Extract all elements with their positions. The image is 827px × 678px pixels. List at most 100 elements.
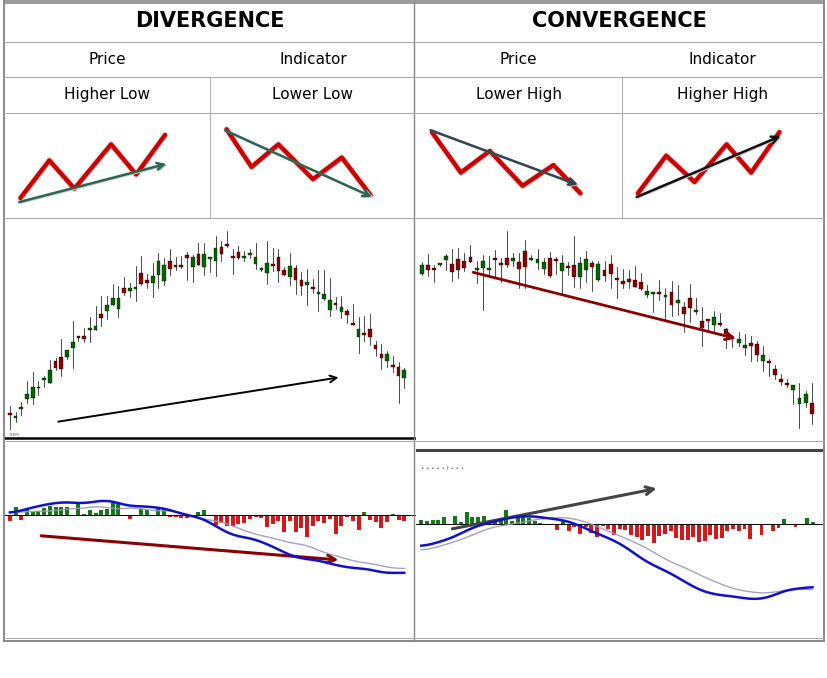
- Bar: [742, 344, 746, 348]
- Bar: [693, 310, 697, 312]
- Bar: [36, 511, 41, 515]
- Bar: [54, 361, 57, 367]
- Bar: [294, 268, 297, 280]
- Bar: [453, 516, 457, 524]
- Bar: [430, 521, 434, 524]
- Bar: [510, 258, 514, 261]
- Bar: [379, 353, 383, 359]
- Bar: [634, 524, 638, 537]
- Bar: [523, 252, 527, 267]
- Bar: [729, 337, 734, 339]
- Bar: [770, 524, 774, 531]
- Bar: [282, 515, 286, 532]
- Bar: [82, 336, 86, 339]
- Bar: [474, 268, 478, 270]
- Bar: [547, 258, 551, 276]
- Bar: [476, 517, 480, 524]
- Bar: [509, 521, 514, 524]
- Bar: [276, 257, 280, 271]
- Bar: [48, 370, 51, 382]
- Bar: [88, 510, 92, 515]
- Bar: [571, 524, 576, 527]
- Bar: [571, 266, 576, 277]
- Bar: [617, 524, 621, 530]
- Bar: [419, 264, 423, 273]
- Bar: [76, 503, 80, 515]
- Bar: [179, 264, 183, 266]
- Bar: [437, 263, 442, 265]
- Bar: [702, 524, 706, 540]
- Bar: [724, 524, 729, 531]
- Bar: [458, 523, 462, 524]
- Bar: [339, 515, 343, 526]
- Bar: [304, 515, 308, 537]
- Bar: [362, 333, 366, 335]
- Bar: [184, 515, 189, 518]
- Bar: [265, 515, 269, 527]
- Bar: [127, 515, 131, 519]
- Bar: [803, 395, 806, 403]
- Text: DIVERGENCE: DIVERGENCE: [135, 11, 284, 31]
- Bar: [532, 521, 536, 524]
- Bar: [174, 515, 177, 517]
- Bar: [208, 257, 212, 259]
- Bar: [31, 386, 35, 399]
- Bar: [145, 280, 149, 283]
- Bar: [425, 265, 429, 270]
- Text: Higher High: Higher High: [676, 87, 767, 102]
- Bar: [254, 257, 257, 264]
- Bar: [88, 327, 92, 330]
- Bar: [685, 524, 689, 540]
- Bar: [462, 261, 466, 268]
- Bar: [36, 386, 41, 388]
- Bar: [396, 367, 400, 376]
- Bar: [213, 515, 218, 525]
- Bar: [486, 268, 490, 271]
- Bar: [99, 510, 103, 515]
- Bar: [82, 514, 86, 515]
- Bar: [792, 524, 796, 527]
- Bar: [424, 521, 428, 524]
- Bar: [299, 515, 303, 528]
- Bar: [19, 515, 23, 520]
- Bar: [718, 323, 721, 325]
- Bar: [105, 509, 109, 515]
- Bar: [139, 508, 143, 515]
- Bar: [600, 524, 604, 526]
- Bar: [535, 259, 539, 263]
- Bar: [31, 512, 35, 515]
- Bar: [492, 520, 496, 524]
- Bar: [247, 515, 251, 519]
- Bar: [379, 515, 383, 527]
- Bar: [151, 276, 155, 283]
- Bar: [237, 252, 240, 258]
- Bar: [432, 268, 435, 271]
- Bar: [339, 307, 342, 313]
- Bar: [333, 303, 337, 305]
- Bar: [782, 519, 785, 524]
- Bar: [436, 520, 440, 524]
- Bar: [196, 513, 200, 515]
- Bar: [122, 288, 126, 294]
- Bar: [202, 510, 206, 515]
- Bar: [760, 355, 764, 361]
- Bar: [589, 524, 593, 533]
- Bar: [367, 515, 371, 521]
- Bar: [443, 256, 447, 260]
- Bar: [681, 306, 685, 315]
- Bar: [190, 515, 194, 516]
- Bar: [248, 253, 251, 256]
- Bar: [316, 292, 320, 294]
- Bar: [602, 271, 605, 277]
- Bar: [259, 515, 263, 519]
- Bar: [310, 515, 314, 526]
- Bar: [327, 515, 332, 519]
- Bar: [766, 361, 770, 363]
- Bar: [595, 264, 600, 280]
- Bar: [111, 298, 114, 304]
- Bar: [611, 524, 615, 535]
- Bar: [7, 515, 12, 521]
- Bar: [156, 261, 160, 275]
- Bar: [134, 287, 137, 290]
- Bar: [54, 507, 58, 515]
